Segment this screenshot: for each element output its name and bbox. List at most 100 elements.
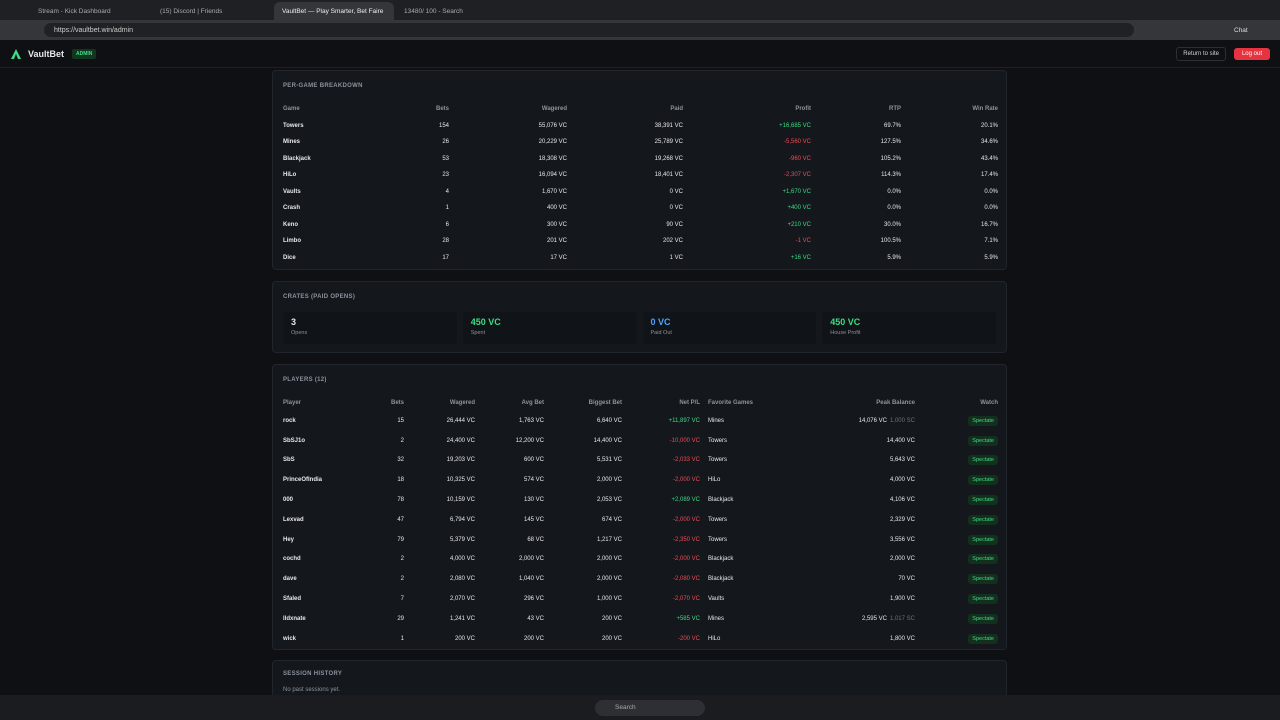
- return-button[interactable]: Return to site: [1176, 46, 1226, 61]
- cell: 19,268 VC: [654, 155, 683, 162]
- spectate-button[interactable]: Spectate: [968, 574, 998, 585]
- table-row: Dice 17 17 VC 1 VC +16 VC 5.9% 5.9%: [283, 250, 998, 267]
- logo: [11, 48, 21, 59]
- peak-cell: 2,329 VC: [801, 517, 915, 523]
- cell: 16,094 VC: [538, 172, 567, 179]
- peak-balance: 4,000 VC: [889, 477, 915, 484]
- spectate-button[interactable]: Spectate: [968, 633, 998, 644]
- cell: 90 VC: [666, 221, 683, 228]
- cell: Blackjack: [283, 155, 311, 162]
- cell: 2: [400, 437, 404, 444]
- cell: 10,325 VC: [446, 477, 475, 484]
- cell: 2: [400, 556, 404, 563]
- brand[interactable]: VaultBet: [28, 48, 65, 59]
- peak-balance: 2,329 VC: [889, 516, 915, 523]
- cell: Blackjack: [708, 576, 734, 583]
- cell: 43 VC: [527, 615, 544, 622]
- cell: 1,040 VC: [518, 576, 544, 583]
- peak-cell: 2,595 VC 1,017 SC: [801, 616, 915, 622]
- column-header: Peak Balance: [876, 400, 915, 406]
- url[interactable]: https://vaultbet.win/admin: [44, 23, 1134, 37]
- cell: lldxnate: [283, 615, 306, 622]
- taskbar-search[interactable]: Search: [595, 699, 705, 716]
- spectate-button[interactable]: Spectate: [968, 415, 998, 426]
- spectate-button[interactable]: Spectate: [968, 554, 998, 565]
- cell: 69.7%: [883, 122, 901, 129]
- tab[interactable]: (15) Discord | Friends: [160, 7, 223, 15]
- spectate-button[interactable]: Spectate: [968, 613, 998, 624]
- cell: 0.0%: [984, 205, 998, 212]
- cell: 2,000 VC: [596, 556, 622, 563]
- chat-button[interactable]: Chat: [1234, 26, 1248, 34]
- peak-cell: 2,000 VC: [801, 556, 915, 562]
- cell: -2,350 VC: [672, 536, 700, 543]
- column-header: Bets: [435, 106, 449, 113]
- peak-balance: 3,556 VC: [889, 536, 915, 543]
- cell: 53: [442, 155, 449, 162]
- cell: 18,308 VC: [538, 155, 567, 162]
- column-header: Player: [283, 400, 302, 406]
- tab[interactable]: 13480/ 100 - Search: [404, 7, 463, 15]
- peak-sc: 1,000 SC: [889, 417, 915, 424]
- cell: 5,379 VC: [449, 536, 475, 543]
- cell: Mines: [283, 139, 301, 146]
- spectate-button[interactable]: Spectate: [968, 534, 998, 545]
- peak-sc: 1,017 SC: [889, 615, 915, 622]
- admin-badge: ADMIN: [72, 48, 97, 59]
- section-title: SESSION HISTORY: [283, 671, 343, 677]
- cell: 47: [397, 516, 404, 523]
- app-header: VaultBet ADMIN Return to site Log out: [0, 40, 1280, 68]
- spectate-button[interactable]: Spectate: [968, 455, 998, 466]
- stat-value: 450 VC: [470, 317, 501, 327]
- cell: 100.5%: [880, 238, 901, 245]
- cell: 34.6%: [980, 139, 998, 146]
- cell: 32: [397, 457, 404, 464]
- cell: 1,241 VC: [449, 615, 475, 622]
- table-row: Limbo 28 201 VC 202 VC -1 VC 100.5% 7.1%: [283, 233, 998, 250]
- spectate-button[interactable]: Spectate: [968, 594, 998, 605]
- column-header: Bets: [390, 400, 404, 406]
- cell: HiLo: [283, 172, 297, 179]
- cell: 600 VC: [523, 457, 544, 464]
- spectate-button[interactable]: Spectate: [968, 514, 998, 525]
- cell: 127.5%: [880, 139, 901, 146]
- cell: 154: [438, 122, 449, 129]
- cell: Blackjack: [708, 497, 734, 504]
- table-row: Mines 26 20,229 VC 25,789 VC -5,560 VC 127.5%…: [283, 134, 998, 151]
- peak-balance: 14,400 VC: [886, 437, 915, 444]
- tab-bar: Stream - Kick Dashboard (15) Discord | F…: [0, 0, 1280, 20]
- watch-cell: Spectate: [915, 415, 998, 426]
- spectate-button[interactable]: Spectate: [968, 475, 998, 486]
- players-card: PLAYERS (12) Player Bets Wagered Avg Bet Big…: [272, 364, 1007, 650]
- cell: Dice: [283, 254, 296, 261]
- table-row: 000 78 10,159 VC 130 VC 2,053 VC +2,089 VC Bla…: [283, 490, 998, 510]
- cell: 296 VC: [523, 596, 544, 603]
- stat: 0 VC Paid Out: [642, 312, 817, 344]
- cell: dave: [283, 576, 297, 583]
- cell: 1,670 VC: [541, 188, 567, 195]
- cell: Keno: [283, 221, 298, 228]
- section-title: CRATES (PAID OPENS): [283, 294, 356, 300]
- cell: Towers: [708, 457, 728, 464]
- cell: 24,400 VC: [446, 437, 475, 444]
- cell: Towers: [708, 437, 728, 444]
- tab[interactable]: Stream - Kick Dashboard: [38, 7, 111, 15]
- column-header: Game: [283, 106, 300, 113]
- table-row: Crash 1 400 VC 0 VC +400 VC 0.0% 0.0%: [283, 200, 998, 217]
- cell: 30.0%: [883, 221, 901, 228]
- watch-cell: Spectate: [915, 514, 998, 525]
- cell: -2,000 VC: [672, 556, 700, 563]
- logout-button[interactable]: Log out: [1233, 47, 1270, 60]
- games-card: PER-GAME BREAKDOWN Game Bets Wagered Paid Pr…: [272, 70, 1007, 270]
- tab[interactable]: VaultBet — Play Smarter, Bet Faire: [274, 2, 394, 20]
- spectate-button[interactable]: Spectate: [968, 495, 998, 506]
- cell: 2: [400, 576, 404, 583]
- cell: 26: [442, 139, 449, 146]
- cell: 7: [400, 596, 404, 603]
- cell: 574 VC: [523, 477, 544, 484]
- peak-cell: 14,076 VC 1,000 SC: [801, 418, 915, 424]
- cell: cochd: [283, 556, 301, 563]
- cell: 1: [400, 635, 404, 642]
- spectate-button[interactable]: Spectate: [968, 435, 998, 446]
